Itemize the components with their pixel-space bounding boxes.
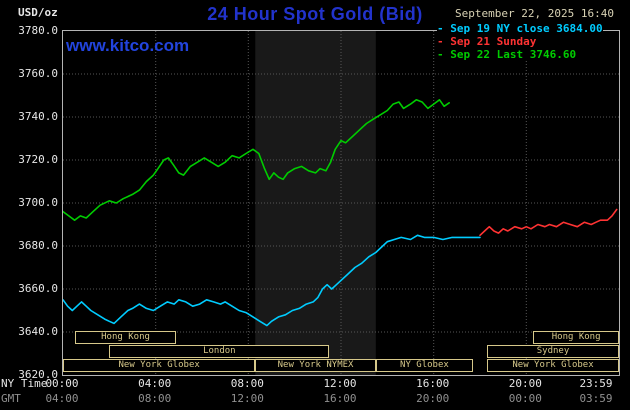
x-tick-label-ny: 16:00	[416, 377, 450, 390]
gmt-row-label: GMT	[1, 392, 21, 405]
x-tick-label-gmt: 04:00	[45, 392, 79, 405]
session-box: Sydney	[487, 345, 619, 358]
series-line-sep-21-sunday	[479, 208, 618, 237]
y-tick-label: 3740.0	[18, 110, 58, 123]
y-tick-label: 3700.0	[18, 196, 58, 209]
x-tick-label-ny: 08:00	[230, 377, 264, 390]
session-box: New York NYMEX	[255, 359, 376, 372]
y-tick-label: 3680.0	[18, 239, 58, 252]
kitco-watermark-link[interactable]: www.kitco.com	[66, 36, 190, 55]
session-box: London	[109, 345, 330, 358]
ny-time-row-label: NY Time	[1, 377, 48, 390]
datetime-label: September 22, 2025 16:40	[455, 7, 614, 20]
x-tick-label-gmt: 08:00	[138, 392, 172, 405]
y-tick-label: 3760.0	[18, 67, 58, 80]
x-tick-label-ny: 23:59	[579, 377, 613, 390]
session-box: NY Globex	[375, 359, 474, 372]
x-tick-label-ny: 12:00	[323, 377, 357, 390]
price-chart-svg	[63, 31, 619, 375]
session-box: Hong Kong	[74, 331, 177, 344]
x-tick-label-gmt: 03:59	[579, 392, 613, 405]
market-sessions-layer: Hong Kong Hong Kong London Sydney New York G…	[63, 31, 619, 375]
legend-item: - Sep 19 NY close 3684.00	[437, 22, 603, 35]
series-line-sep-19-ny-close	[63, 234, 481, 327]
x-tick-label-gmt: 20:00	[416, 392, 450, 405]
chart-legend: - Sep 19 NY close 3684.00- Sep 21 Sunday…	[437, 22, 603, 61]
session-box: New York Globex	[487, 359, 619, 372]
session-box: Hong Kong	[533, 331, 619, 344]
chart-title: 24 Hour Spot Gold (Bid)	[207, 4, 423, 24]
x-tick-label-ny: 00:00	[45, 377, 79, 390]
units-label: USD/oz	[18, 6, 58, 19]
y-tick-label: 3780.0	[18, 24, 58, 37]
x-tick-label-gmt: 12:00	[230, 392, 264, 405]
x-tick-label-gmt: 00:00	[508, 392, 542, 405]
x-tick-label-gmt: 16:00	[323, 392, 357, 405]
series-line-sep-22	[63, 99, 451, 221]
legend-item: - Sep 21 Sunday	[437, 35, 537, 48]
y-tick-label: 3660.0	[18, 282, 58, 295]
y-tick-label: 3640.0	[18, 325, 58, 338]
x-tick-label-ny: 04:00	[138, 377, 172, 390]
x-tick-label-ny: 20:00	[508, 377, 542, 390]
y-tick-label: 3720.0	[18, 153, 58, 166]
session-box: New York Globex	[63, 359, 256, 372]
y-tick-label: 3620.0	[18, 368, 58, 381]
legend-item: - Sep 22 Last 3746.60	[437, 48, 577, 61]
plot-area: Hong Kong Hong Kong London Sydney New York G…	[62, 30, 620, 376]
